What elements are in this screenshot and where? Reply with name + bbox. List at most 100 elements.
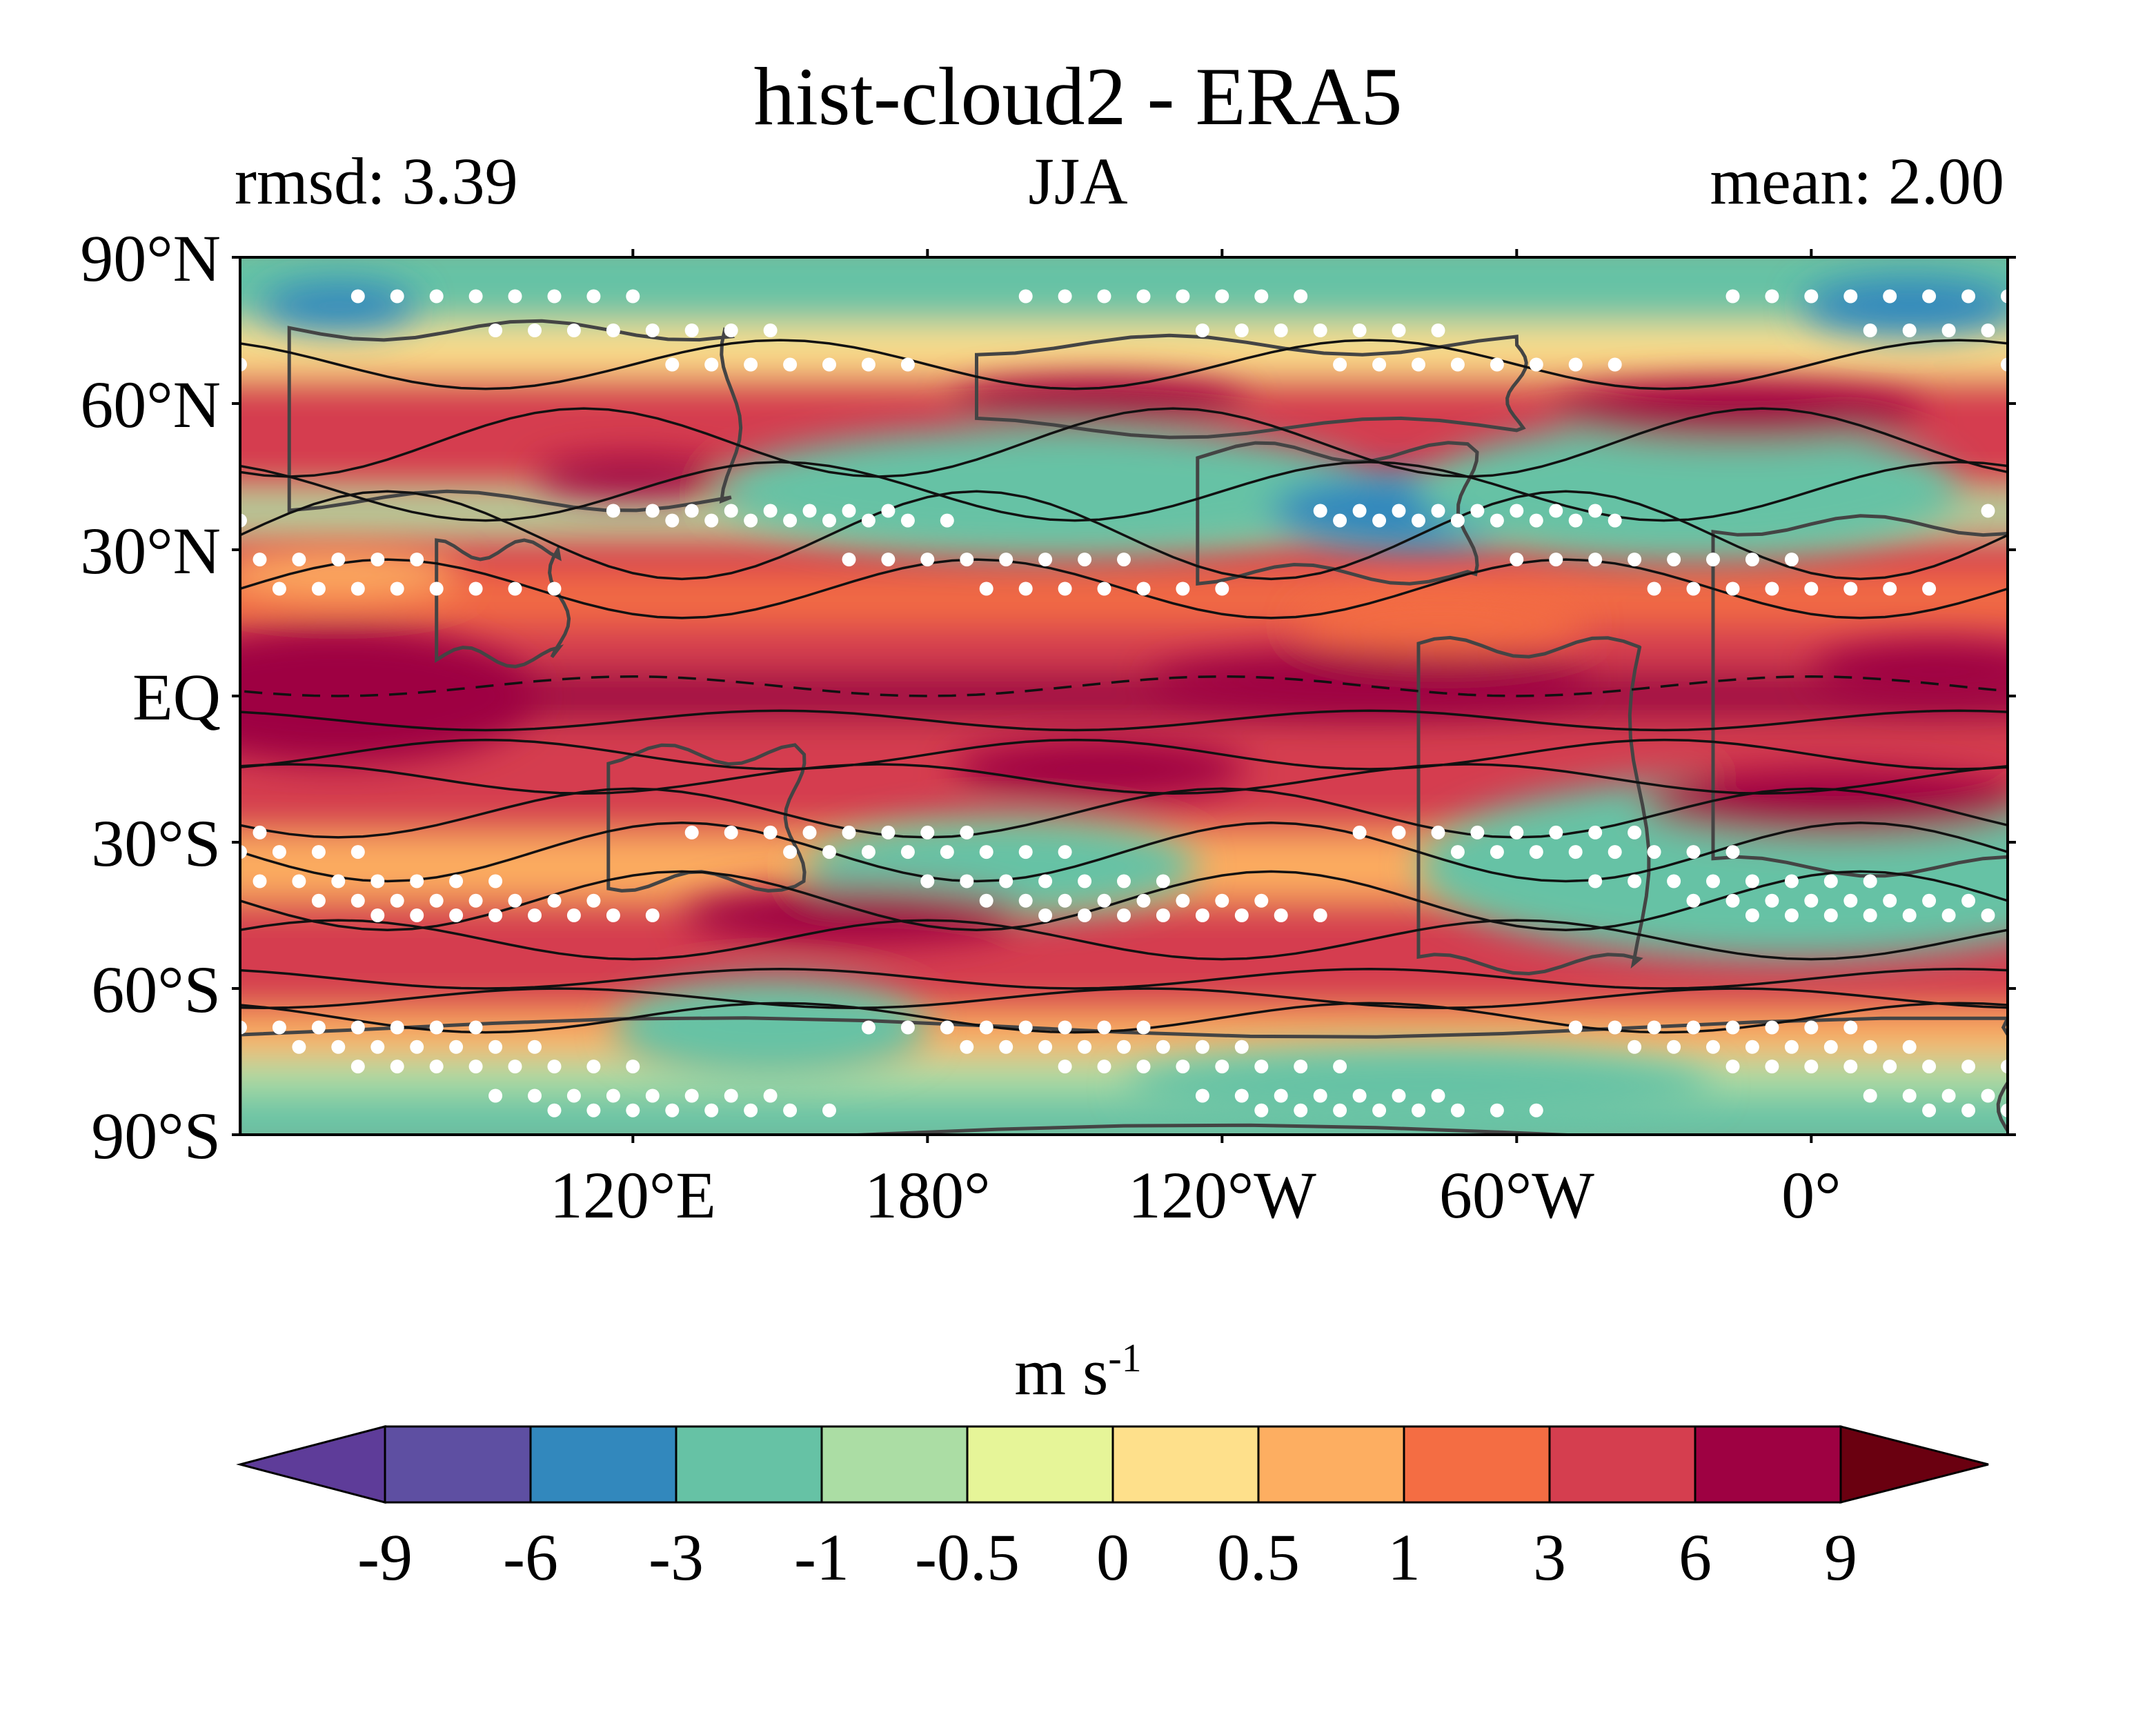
stipple-dot <box>1195 1040 1209 1054</box>
colorbar-tick-label: -3 <box>649 1520 704 1594</box>
stipple-dot <box>240 357 247 372</box>
stipple-dot <box>240 513 247 528</box>
colorbar-box <box>1403 1425 1551 1504</box>
stipple-dot <box>1745 908 1759 922</box>
anomaly-patch <box>682 886 1026 945</box>
stipple-dot <box>861 513 876 528</box>
stipple-dot <box>1823 874 1838 888</box>
stipple-dot <box>2001 1103 2008 1117</box>
stipple-dot <box>240 1020 247 1035</box>
stipple-dot <box>1038 908 1053 922</box>
stipple-dot <box>1058 1020 1072 1035</box>
stipple-dot <box>842 504 856 518</box>
stipple-dot <box>370 553 385 567</box>
stipple-dot <box>1608 513 1622 528</box>
stipple-dot <box>1372 357 1387 372</box>
stipple-dot <box>724 324 738 337</box>
stipple-dot <box>1686 581 1701 596</box>
stipple-dot <box>1843 1020 1858 1035</box>
stipple-dot <box>1490 845 1504 859</box>
coastline <box>435 538 571 668</box>
stipple-dot <box>979 1020 993 1035</box>
stipple-dot <box>900 1020 915 1035</box>
stipple-dot <box>1078 1040 1092 1054</box>
stipple-dot <box>724 1088 738 1103</box>
stipple-dot <box>429 289 444 304</box>
stipple-dot <box>1313 324 1327 337</box>
stipple-dot <box>960 874 974 888</box>
stipple-dot <box>1941 1088 1956 1103</box>
stipple-dot <box>645 504 660 518</box>
stipple-dot <box>665 1103 680 1117</box>
stipple-dot <box>1392 825 1406 839</box>
stipple-dot <box>744 357 758 372</box>
stipple-dot <box>920 553 935 567</box>
stipple-dot <box>1294 289 1308 304</box>
contour-line <box>240 339 2008 390</box>
stipple-dot <box>390 1020 404 1035</box>
stipple-dot <box>1922 1060 1937 1074</box>
stipple-dot <box>1549 825 1563 839</box>
stipple-dot <box>724 825 738 839</box>
colorbar-tick-label: -0.5 <box>915 1520 1020 1594</box>
stipple-dot <box>1490 357 1504 372</box>
stipple-dot <box>390 893 404 908</box>
stipple-dot <box>586 893 601 908</box>
stipple-dot <box>1156 1040 1170 1054</box>
stipple-dot <box>999 874 1013 888</box>
stipple-dot <box>684 504 699 518</box>
stipple-dot <box>1097 1020 1111 1035</box>
stipple-dot <box>1215 289 1229 304</box>
rmsd-annotation: rmsd: 3.39 <box>235 144 518 218</box>
stipple-dot <box>586 1103 601 1117</box>
anomaly-patch <box>1148 652 1591 711</box>
stipple-dot <box>1745 553 1759 567</box>
stipple-dot <box>900 357 915 372</box>
stipple-dot <box>508 581 522 596</box>
stipple-dot <box>292 874 306 888</box>
stipple-dot <box>370 1040 385 1054</box>
stipple-dot <box>547 893 562 908</box>
stipple-dot <box>1234 1088 1249 1103</box>
stipple-dot <box>1568 845 1583 859</box>
stipple-dot <box>1117 553 1131 567</box>
stipple-dot <box>1941 324 1956 337</box>
stipple-dot <box>1078 874 1092 888</box>
stipple-dot <box>606 324 620 337</box>
stipple-dot <box>1333 513 1347 528</box>
stipple-dot <box>1706 874 1720 888</box>
stipple-dot <box>2001 357 2008 372</box>
stipple-dot <box>1981 324 1995 337</box>
stipple-dot <box>1568 357 1583 372</box>
stipple-dot <box>979 845 993 859</box>
stipple-dot <box>1097 1060 1111 1074</box>
stipple-dot <box>410 874 424 888</box>
stipple-dot <box>1843 289 1858 304</box>
stipple-dot <box>1274 908 1288 922</box>
contour-line <box>240 407 2008 478</box>
significance-stippling <box>240 289 2008 1117</box>
stipple-dot <box>1667 874 1681 888</box>
stipple-dot <box>253 553 267 567</box>
stipple-dot <box>1686 893 1701 908</box>
stipple-dot <box>1156 874 1170 888</box>
stipple-dot <box>1922 581 1937 596</box>
stipple-dot <box>410 908 424 922</box>
stipple-dot <box>1588 553 1603 567</box>
stipple-dot <box>1902 324 1917 337</box>
stipple-dot <box>1274 1088 1288 1103</box>
stipple-dot <box>1254 1103 1269 1117</box>
stipple-dot <box>1234 324 1249 337</box>
stipple-dot <box>1549 504 1563 518</box>
stipple-dot <box>1784 1040 1799 1054</box>
anomaly-patch <box>951 739 1247 799</box>
stipple-dot <box>763 1088 778 1103</box>
stipple-dot <box>1412 513 1425 528</box>
stipple-dot <box>606 1088 620 1103</box>
stipple-dot <box>1176 893 1190 908</box>
colorbar-tick-label: -6 <box>503 1520 558 1594</box>
stipple-dot <box>1078 908 1092 922</box>
stipple-dot <box>1529 357 1543 372</box>
mean-annotation: mean: 2.00 <box>1710 144 2004 218</box>
stipple-dot <box>1745 1040 1759 1054</box>
